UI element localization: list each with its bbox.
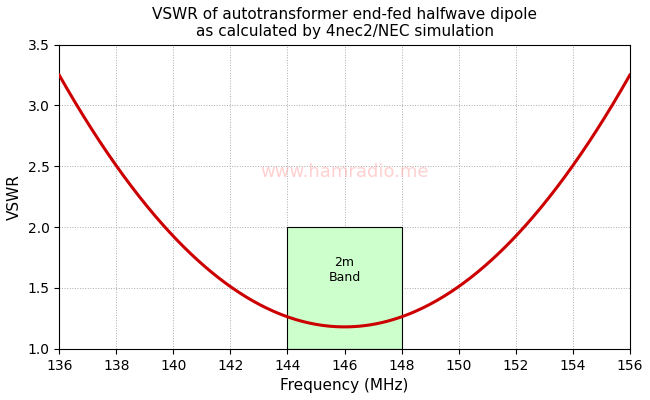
Title: VSWR of autotransformer end-fed halfwave dipole
as calculated by 4nec2/NEC simul: VSWR of autotransformer end-fed halfwave… (152, 7, 537, 39)
X-axis label: Frequency (MHz): Frequency (MHz) (280, 378, 409, 393)
Bar (287, 227, 402, 349)
Text: www.hamradio.me: www.hamradio.me (260, 163, 429, 181)
Y-axis label: VSWR: VSWR (7, 174, 22, 220)
Text: 2m
Band: 2m Band (328, 256, 361, 284)
